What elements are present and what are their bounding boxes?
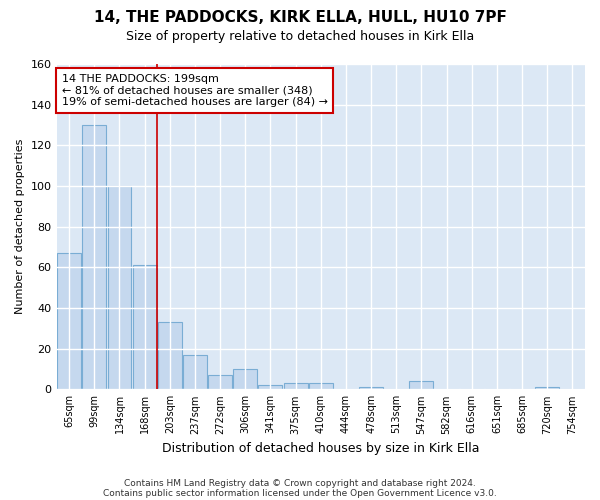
Bar	[183, 354, 207, 390]
Bar	[57, 253, 81, 390]
Bar	[133, 266, 157, 390]
Bar	[233, 369, 257, 390]
Text: Size of property relative to detached houses in Kirk Ella: Size of property relative to detached ho…	[126, 30, 474, 43]
Bar	[259, 385, 283, 390]
Bar	[208, 375, 232, 390]
Bar	[309, 383, 333, 390]
Bar	[359, 388, 383, 390]
Bar	[409, 381, 433, 390]
Text: Contains public sector information licensed under the Open Government Licence v3: Contains public sector information licen…	[103, 488, 497, 498]
Bar	[535, 388, 559, 390]
Bar	[158, 322, 182, 390]
Y-axis label: Number of detached properties: Number of detached properties	[15, 139, 25, 314]
Bar	[107, 186, 131, 390]
Text: 14 THE PADDOCKS: 199sqm
← 81% of detached houses are smaller (348)
19% of semi-d: 14 THE PADDOCKS: 199sqm ← 81% of detache…	[62, 74, 328, 107]
Bar	[284, 383, 308, 390]
Text: 14, THE PADDOCKS, KIRK ELLA, HULL, HU10 7PF: 14, THE PADDOCKS, KIRK ELLA, HULL, HU10 …	[94, 10, 506, 25]
X-axis label: Distribution of detached houses by size in Kirk Ella: Distribution of detached houses by size …	[162, 442, 479, 455]
Text: Contains HM Land Registry data © Crown copyright and database right 2024.: Contains HM Land Registry data © Crown c…	[124, 478, 476, 488]
Bar	[82, 125, 106, 390]
